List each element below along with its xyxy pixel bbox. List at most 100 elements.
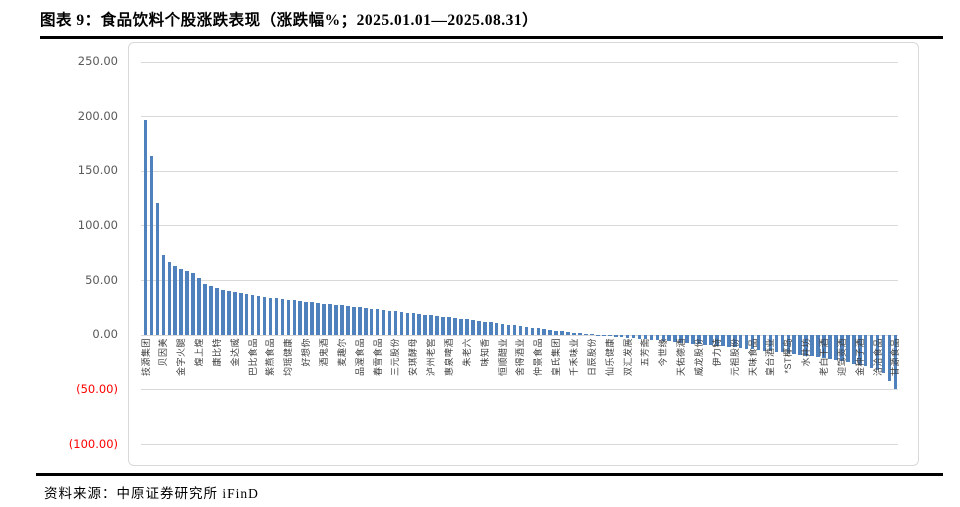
bar — [232, 292, 237, 336]
x-axis-category-label: 均瑶健康 — [283, 338, 294, 377]
footer-divider — [36, 473, 943, 476]
gridline-200 — [141, 116, 898, 118]
bar — [768, 335, 773, 352]
bar — [191, 273, 195, 336]
bar — [215, 287, 219, 336]
bar — [357, 307, 362, 336]
bar — [625, 335, 630, 338]
bar — [381, 310, 386, 336]
x-axis-category-label: 五芳斋 — [640, 338, 651, 367]
bar — [477, 320, 481, 336]
bar — [203, 283, 207, 336]
bar — [578, 333, 582, 336]
bar — [298, 300, 303, 336]
bar — [762, 335, 767, 351]
bar — [465, 319, 469, 336]
x-axis-category-label: 天佑德酒 — [676, 338, 687, 377]
bar — [488, 322, 493, 336]
x-axis-category-label: 金达威 — [229, 338, 240, 367]
gridline-0 — [141, 334, 898, 336]
bar — [322, 303, 326, 336]
bar — [691, 335, 695, 344]
x-axis-category-label: 巴比食品 — [247, 338, 258, 377]
bar — [387, 310, 392, 336]
bar — [334, 304, 338, 336]
bar — [738, 335, 743, 348]
bar — [227, 291, 231, 336]
bar — [554, 330, 558, 336]
bar — [631, 335, 636, 339]
bar — [453, 317, 457, 336]
bar — [161, 255, 166, 336]
bar — [286, 299, 291, 336]
y-axis-tick-label: (100.00) — [68, 436, 118, 451]
x-axis-category-label: 朱老六 — [461, 338, 472, 367]
bar — [875, 335, 880, 371]
bar — [536, 328, 541, 336]
x-axis-category-label: 双汇发展 — [622, 338, 633, 377]
bar — [393, 311, 398, 336]
x-axis-category-label: 天味食品 — [747, 338, 758, 377]
bar — [822, 335, 826, 359]
bar — [863, 335, 868, 367]
bar — [881, 335, 886, 374]
x-axis-category-label: 好想你 — [301, 338, 312, 367]
gridline-250 — [141, 61, 898, 63]
bar — [405, 312, 410, 336]
bar — [435, 315, 439, 336]
bar — [744, 335, 749, 349]
bar — [328, 304, 332, 336]
y-axis-tick-label: 0.00 — [92, 327, 118, 342]
bar — [274, 298, 279, 336]
bar — [238, 293, 243, 336]
x-axis-category-label: 三元股份 — [390, 338, 401, 377]
bar — [857, 335, 862, 365]
x-axis-category-label: *ST椰岛 — [783, 338, 794, 374]
x-axis-category-label: 老白干酒 — [819, 338, 830, 377]
bar — [179, 269, 183, 336]
bar — [667, 335, 672, 342]
bar — [584, 333, 588, 336]
bar — [423, 314, 428, 336]
bar — [429, 315, 433, 336]
bar — [518, 326, 523, 336]
gridline-150 — [141, 170, 898, 172]
bar — [661, 335, 666, 341]
bar — [798, 335, 802, 355]
bar — [155, 202, 160, 336]
x-axis-category-label: 伊力特 — [711, 338, 722, 367]
bar — [346, 306, 350, 336]
bar — [524, 326, 529, 336]
figure-title: 图表 9：食品饮料个股涨跌表现（涨跌幅%；2025.01.01—2025.08.… — [40, 12, 539, 29]
x-axis-category-label: 洽洽食品 — [872, 338, 883, 377]
x-axis-category-label: 技源集团 — [140, 338, 151, 377]
bar — [262, 296, 267, 336]
x-axis-category-label: 今世缘 — [658, 338, 669, 367]
bar — [512, 325, 517, 336]
x-axis-category-label: 甘源食品 — [890, 338, 901, 377]
x-axis-category-label: 水井坊 — [801, 338, 812, 367]
y-axis-tick-label: (50.00) — [76, 381, 118, 396]
x-axis-category-label: 金种子酒 — [854, 338, 865, 377]
bar — [417, 314, 422, 336]
y-axis-tick-label: 250.00 — [77, 54, 118, 68]
bar — [185, 271, 189, 336]
bar — [607, 335, 612, 337]
x-axis-category-label: 仲景食品 — [533, 338, 544, 377]
bar — [352, 306, 356, 336]
bar — [840, 335, 844, 362]
bar — [703, 335, 707, 345]
bar — [471, 320, 475, 336]
bar — [887, 335, 892, 382]
chart-plot-area: 技源集团 贝因美 金字火腿 煌上煌 康比特 金达威 巴比食品 紫燕食品 均瑶健康 好想你 酒鬼酒 麦趣… — [128, 42, 919, 466]
bar — [721, 335, 725, 347]
bar — [637, 335, 642, 339]
bar — [459, 318, 463, 336]
bar — [673, 335, 678, 342]
bar — [143, 120, 148, 336]
bar — [506, 324, 511, 336]
bar — [256, 295, 261, 336]
bar — [363, 308, 368, 336]
x-axis-category-label: 品渥食品 — [354, 338, 365, 377]
bar — [780, 335, 785, 353]
